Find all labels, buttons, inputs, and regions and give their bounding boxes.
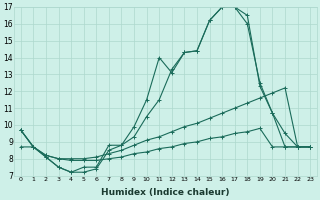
X-axis label: Humidex (Indice chaleur): Humidex (Indice chaleur) bbox=[101, 188, 230, 197]
